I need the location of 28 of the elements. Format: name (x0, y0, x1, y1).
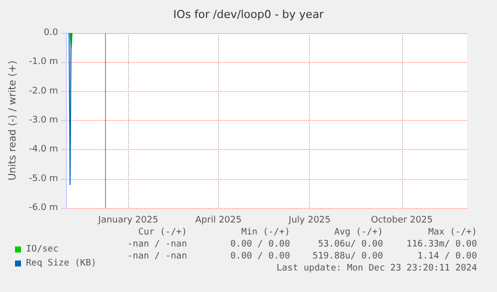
x-tick-label: April 2025 (195, 216, 242, 226)
y-axis-title: Units read (-) / write (+) (8, 60, 18, 181)
y-tick-label: -6.0 m (28, 203, 58, 213)
y-tick-label: -5.0 m (28, 174, 58, 184)
x-tick-label: July 2025 (288, 216, 331, 226)
text: Min (-/+) (241, 228, 290, 238)
text: Cur (-/+) (138, 228, 187, 238)
y-tick-label: -2.0 m (28, 86, 58, 96)
x-tick-label: October 2025 (370, 216, 433, 226)
text: 519.88u/ 0.00 (312, 252, 383, 262)
y-tick-label: 0.0 (44, 28, 58, 38)
text: Avg (-/+) (334, 228, 383, 238)
text: Max (-/+) (428, 228, 477, 238)
x-tick-label: January 2025 (97, 216, 158, 226)
text: 1.14 / 0.00 (417, 252, 477, 262)
y-tick-label: -3.0 m (28, 116, 58, 126)
y-tick-label: -1.0 m (28, 57, 58, 68)
text: -nan / -nan (127, 252, 187, 262)
text: 53.06u/ 0.00 (318, 240, 383, 250)
text: 116.33m/ 0.00 (406, 240, 477, 250)
y-tick-label: -4.0 m (28, 144, 58, 155)
legend-label: IO/sec (26, 244, 59, 254)
legend-label: Req Size (KB) (26, 258, 96, 268)
text: Last update: Mon Dec 23 23:20:11 2024 (276, 264, 477, 274)
text: 0.00 / 0.00 (230, 240, 290, 250)
text: -nan / -nan (127, 240, 187, 250)
text: 0.00 / 0.00 (230, 252, 290, 262)
chart-title: IOs for /dev/loop0 - by year (173, 8, 324, 21)
